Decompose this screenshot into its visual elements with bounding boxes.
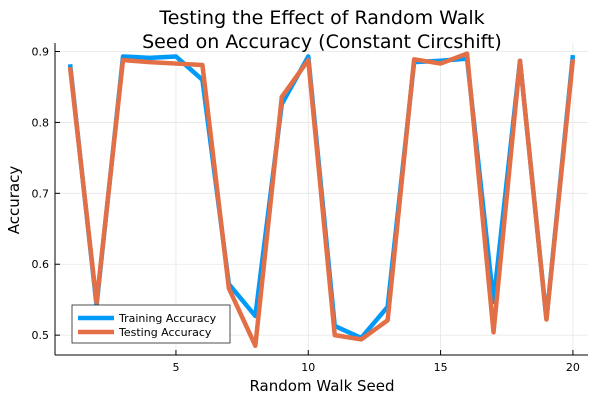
- x-axis-label: Random Walk Seed: [249, 377, 394, 395]
- chart-title-line-2: Seed on Accuracy (Constant Circshift): [142, 31, 502, 53]
- legend: Training Accuracy Testing Accuracy: [71, 304, 231, 344]
- y-tick-label: 0.5: [32, 329, 50, 342]
- legend-label-training: Training Accuracy: [118, 312, 217, 325]
- tick-labels: 5 10 15 20 0.5 0.6 0.7 0.8 0.9: [32, 46, 580, 374]
- y-tick-label: 0.9: [32, 46, 50, 59]
- series-line-testing: [67, 51, 576, 349]
- chart-title-line-1: Testing the Effect of Random Walk: [158, 7, 484, 29]
- x-tick-label: 5: [172, 361, 179, 374]
- axes: [54, 43, 588, 356]
- legend-box: [71, 304, 231, 344]
- series-layer: [67, 51, 576, 349]
- legend-label-testing: Testing Accuracy: [118, 326, 212, 339]
- x-tick-label: 20: [566, 361, 580, 374]
- y-tick-label: 0.6: [32, 258, 50, 271]
- x-tick-label: 15: [434, 361, 448, 374]
- y-axis-label: Accuracy: [5, 166, 23, 235]
- y-tick-label: 0.7: [32, 187, 50, 200]
- y-tick-label: 0.8: [32, 116, 50, 129]
- x-tick-label: 10: [301, 361, 315, 374]
